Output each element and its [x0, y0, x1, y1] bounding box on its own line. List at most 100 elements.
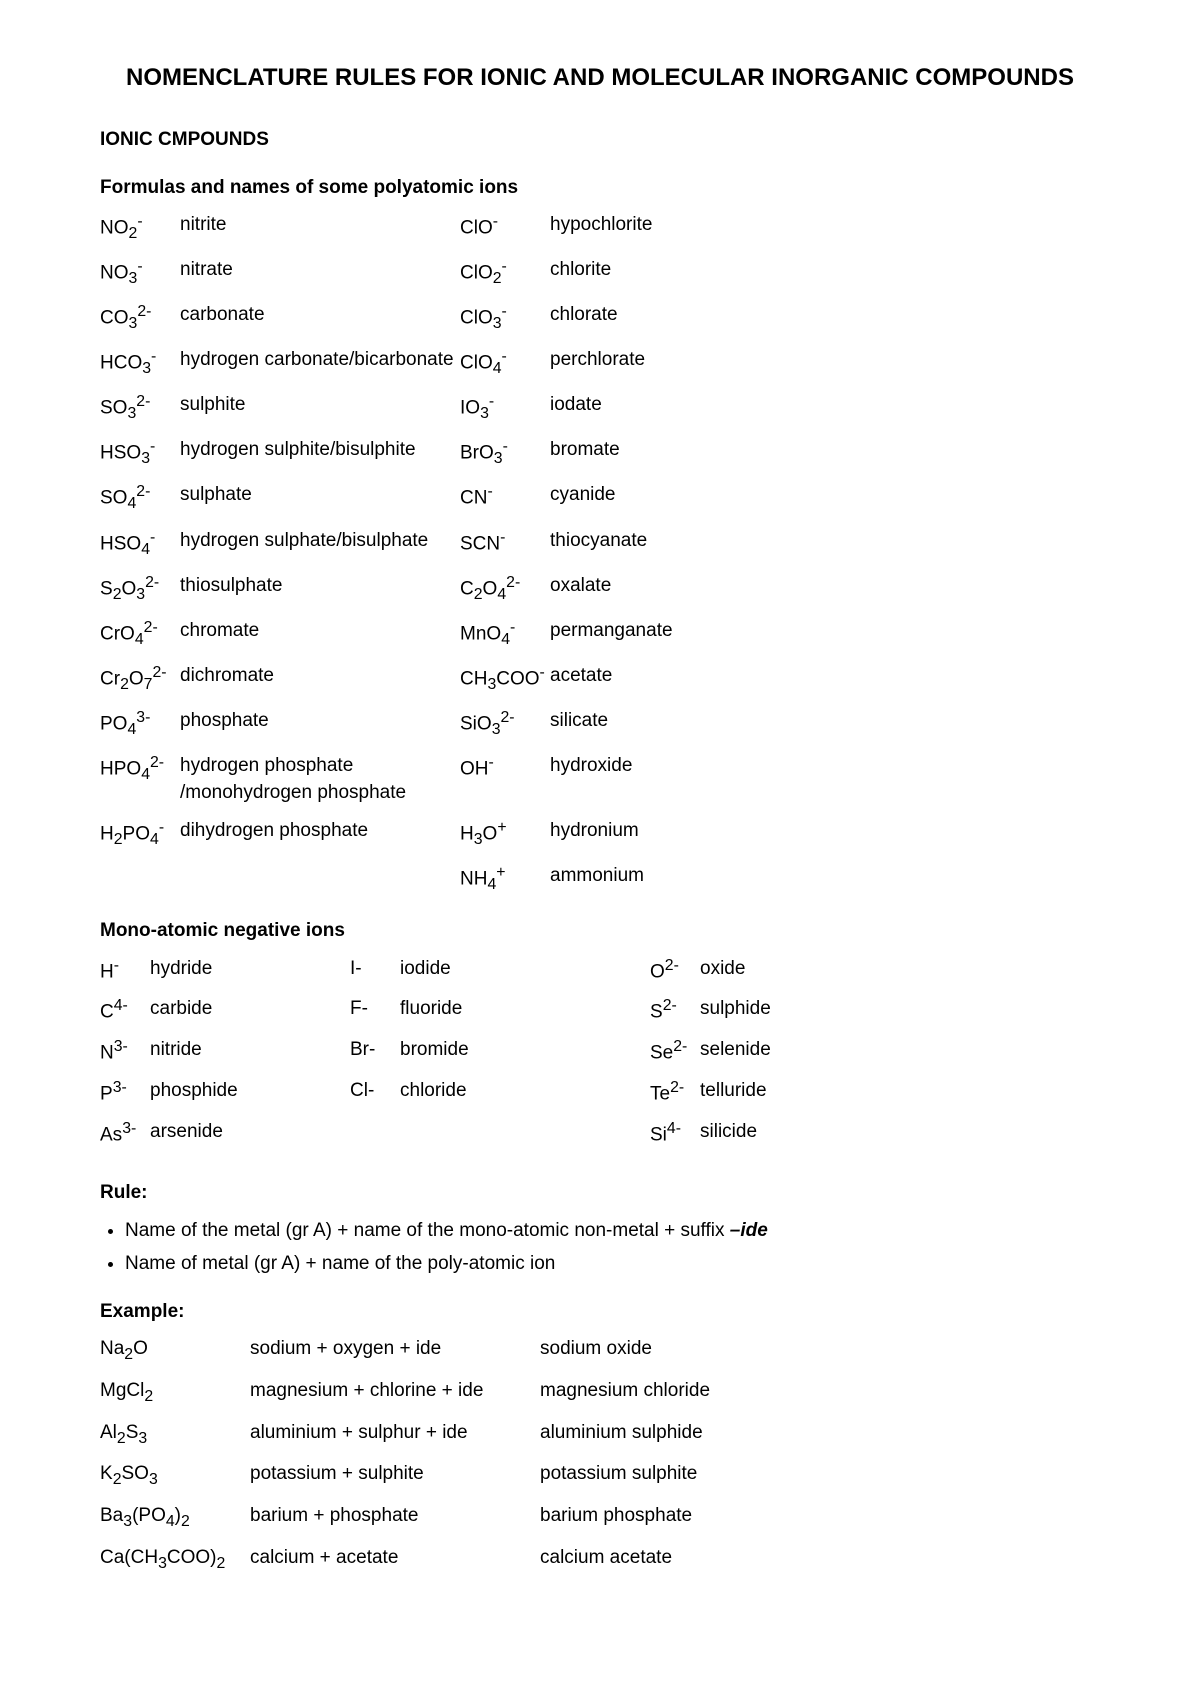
example-formula: Na2O: [100, 1335, 250, 1367]
ion-name: dihydrogen phosphate: [180, 817, 460, 852]
ion-name: telluride: [700, 1077, 850, 1108]
ion-name: arsenide: [150, 1118, 350, 1149]
ion-name: chlorite: [550, 256, 750, 291]
ion-name: permanganate: [550, 617, 750, 652]
ion-name: chlorate: [550, 301, 750, 336]
ion-name: hydronium: [550, 817, 750, 852]
ion-name: cyanide: [550, 481, 750, 516]
ion-formula: OH-: [460, 752, 550, 807]
ion-formula: Si4-: [650, 1118, 700, 1149]
ion-name: iodate: [550, 391, 750, 426]
ion-name: [400, 1118, 650, 1149]
section-heading-ionic: IONIC CMPOUNDS: [100, 126, 1100, 154]
ion-name: fluoride: [400, 995, 650, 1026]
example-result: barium phosphate: [540, 1502, 790, 1534]
monoatomic-ions-table: H-hydrideI-iodideO2-oxideC4-carbideF-flu…: [100, 955, 1100, 1149]
ion-formula: Te2-: [650, 1077, 700, 1108]
ion-name: chloride: [400, 1077, 650, 1108]
ion-formula: CrO42-: [100, 617, 180, 652]
ion-formula: PO43-: [100, 707, 180, 742]
ion-formula: Cl-: [350, 1077, 400, 1108]
ion-formula: As3-: [100, 1118, 150, 1149]
section-heading-polyatomic: Formulas and names of some polyatomic io…: [100, 174, 1100, 202]
ion-name: perchlorate: [550, 346, 750, 381]
example-result: sodium oxide: [540, 1335, 790, 1367]
ion-name: hydroxide: [550, 752, 750, 807]
example-formula: Ba3(PO4)2: [100, 1502, 250, 1534]
rule-list: Name of the metal (gr A) + name of the m…: [100, 1217, 1100, 1278]
example-breakdown: aluminium + sulphur + ide: [250, 1419, 540, 1451]
ion-formula: CN-: [460, 481, 550, 516]
ion-name: bromide: [400, 1036, 650, 1067]
ion-formula: NO2-: [100, 211, 180, 246]
ion-name: hydrogen phosphate /monohydrogen phospha…: [180, 752, 460, 807]
ion-formula: SiO32-: [460, 707, 550, 742]
ion-name: hydrogen sulphate/bisulphate: [180, 527, 460, 562]
rule-item: Name of metal (gr A) + name of the poly-…: [125, 1250, 1100, 1278]
ion-formula: H-: [100, 955, 150, 986]
polyatomic-ions-table: NO2-nitriteClO-hypochloriteNO3-nitrateCl…: [100, 211, 1100, 897]
ion-formula: Se2-: [650, 1036, 700, 1067]
ion-formula: I-: [350, 955, 400, 986]
ion-name: oxide: [700, 955, 850, 986]
ion-formula: C2O42-: [460, 572, 550, 607]
ion-name: [180, 862, 460, 897]
ion-formula: N3-: [100, 1036, 150, 1067]
ion-name: iodide: [400, 955, 650, 986]
ion-name: hydride: [150, 955, 350, 986]
ion-name: sulphide: [700, 995, 850, 1026]
page-title: NOMENCLATURE RULES FOR IONIC AND MOLECUL…: [100, 60, 1100, 96]
ion-formula: C4-: [100, 995, 150, 1026]
ion-name: acetate: [550, 662, 750, 697]
ion-name: selenide: [700, 1036, 850, 1067]
ion-name: chromate: [180, 617, 460, 652]
ion-name: nitrate: [180, 256, 460, 291]
ion-formula: SO32-: [100, 391, 180, 426]
example-formula: K2SO3: [100, 1460, 250, 1492]
example-breakdown: potassium + sulphite: [250, 1460, 540, 1492]
ion-name: oxalate: [550, 572, 750, 607]
ion-formula: ClO2-: [460, 256, 550, 291]
example-result: aluminium sulphide: [540, 1419, 790, 1451]
ion-name: carbide: [150, 995, 350, 1026]
ion-name: phosphide: [150, 1077, 350, 1108]
example-breakdown: calcium + acetate: [250, 1544, 540, 1576]
ion-name: hydrogen sulphite/bisulphite: [180, 436, 460, 471]
example-table: Na2Osodium + oxygen + idesodium oxide MgC…: [100, 1335, 1100, 1575]
example-result: calcium acetate: [540, 1544, 790, 1576]
ion-formula: [100, 862, 180, 897]
ion-formula: NO3-: [100, 256, 180, 291]
example-breakdown: sodium + oxygen + ide: [250, 1335, 540, 1367]
ion-formula: S2-: [650, 995, 700, 1026]
ion-formula: Cr2O72-: [100, 662, 180, 697]
ion-name: ammonium: [550, 862, 750, 897]
ion-name: silicide: [700, 1118, 850, 1149]
example-result: magnesium chloride: [540, 1377, 790, 1409]
ion-name: silicate: [550, 707, 750, 742]
ion-name: phosphate: [180, 707, 460, 742]
example-formula: MgCl2: [100, 1377, 250, 1409]
example-formula: Ca(CH3COO)2: [100, 1544, 250, 1576]
ion-formula: ClO4-: [460, 346, 550, 381]
ion-formula: SCN-: [460, 527, 550, 562]
ion-name: dichromate: [180, 662, 460, 697]
ion-formula: Br-: [350, 1036, 400, 1067]
ion-name: thiosulphate: [180, 572, 460, 607]
ion-formula: HCO3-: [100, 346, 180, 381]
ion-formula: HPO42-: [100, 752, 180, 807]
section-heading-monoatomic: Mono-atomic negative ions: [100, 917, 1100, 945]
ion-formula: BrO3-: [460, 436, 550, 471]
ion-formula: [350, 1118, 400, 1149]
ion-name: carbonate: [180, 301, 460, 336]
rule-heading: Rule:: [100, 1179, 1100, 1207]
example-breakdown: barium + phosphate: [250, 1502, 540, 1534]
ion-name: nitrite: [180, 211, 460, 246]
ion-name: sulphate: [180, 481, 460, 516]
rule-item: Name of the metal (gr A) + name of the m…: [125, 1217, 1100, 1245]
ion-formula: HSO3-: [100, 436, 180, 471]
ion-formula: CO32-: [100, 301, 180, 336]
example-formula: Al2S3: [100, 1419, 250, 1451]
ion-name: thiocyanate: [550, 527, 750, 562]
ion-name: hydrogen carbonate/bicarbonate: [180, 346, 460, 381]
ion-formula: HSO4-: [100, 527, 180, 562]
